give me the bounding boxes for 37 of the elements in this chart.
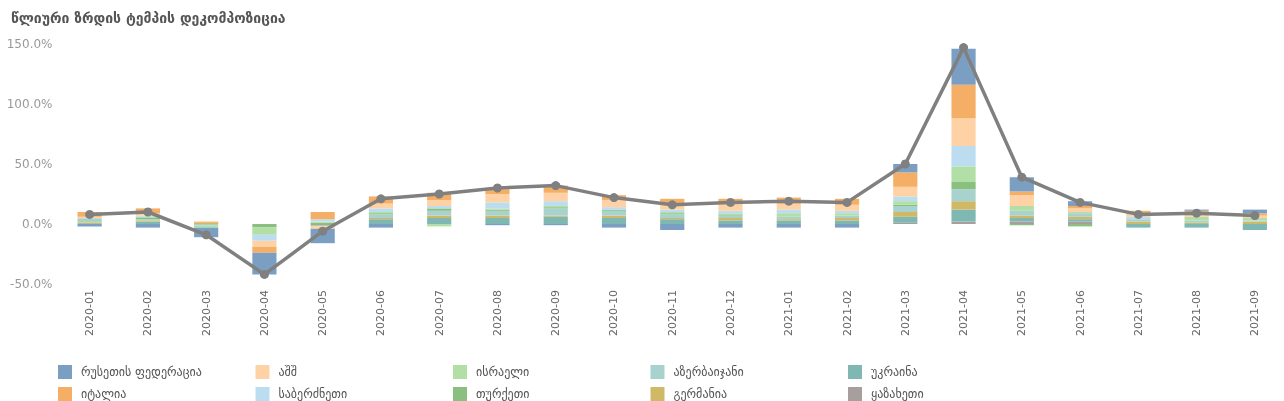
legend-label: საბერძნეთი	[278, 387, 348, 401]
x-tick-label: 2020-06	[374, 290, 388, 336]
legend-label: ისრაელი	[476, 365, 530, 379]
legend-label: იტალია	[81, 387, 127, 401]
x-tick-label: 2020-11	[665, 290, 679, 336]
legend-label: აშშ	[278, 365, 298, 379]
chart-title: წლიური ზრდის ტემპის დეკომპოზიცია	[11, 10, 286, 26]
x-tick-label: 2021-03	[898, 290, 912, 336]
y-tick-label: 50.0%	[14, 157, 53, 171]
x-tick-label: 2021-04	[957, 290, 971, 336]
legend-label: რუსეთის ფედერაცია	[81, 365, 202, 379]
x-tick-label: 2020-02	[141, 290, 155, 336]
y-tick-label: 150.0%	[6, 37, 53, 51]
x-tick-label: 2020-07	[432, 290, 446, 336]
x-tick-label: 2021-06	[1073, 290, 1087, 336]
x-tick-label: 2020-12	[724, 290, 738, 336]
y-tick-label: 0.0%	[22, 217, 53, 231]
legend-label: გერმანია	[673, 387, 728, 401]
legend-label: ყაზახეთი	[871, 387, 924, 401]
x-tick-label: 2021-08	[1190, 290, 1204, 336]
x-tick-label: 2021-09	[1248, 290, 1262, 336]
x-tick-label: 2021-07	[1131, 290, 1145, 336]
x-tick-label: 2021-02	[840, 290, 854, 336]
x-tick-label: 2020-09	[549, 290, 563, 336]
legend-label: აზერბაიჯანი	[673, 365, 744, 379]
x-tick-label: 2020-01	[83, 290, 97, 336]
x-tick-label: 2020-05	[316, 290, 330, 336]
x-tick-label: 2021-01	[782, 290, 796, 336]
x-tick-label: 2020-08	[490, 290, 504, 336]
legend-label: უკრაინა	[871, 365, 918, 379]
legend-label: თურქეთი	[476, 387, 530, 401]
y-tick-label: 100.0%	[6, 97, 53, 111]
x-tick-label: 2020-04	[257, 290, 271, 336]
x-tick-label: 2020-03	[199, 290, 213, 336]
x-tick-label: 2020-10	[607, 290, 621, 336]
x-tick-label: 2021-05	[1015, 290, 1029, 336]
y-tick-label: -50.0%	[10, 277, 53, 291]
